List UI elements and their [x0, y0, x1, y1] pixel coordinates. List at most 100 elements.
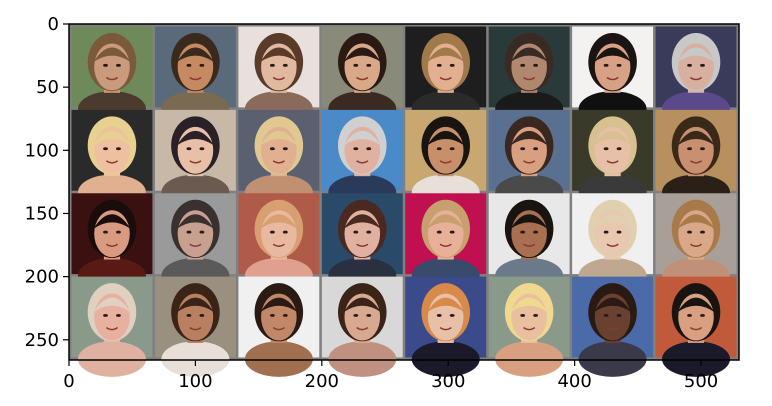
cell-mouth: [606, 326, 619, 331]
cell-fringe: [343, 130, 381, 146]
cell-mouth: [523, 160, 536, 164]
image-cell: [405, 26, 487, 127]
cell-eye-left: [186, 147, 192, 151]
cell-eye-right: [116, 313, 121, 317]
cell-fringe: [260, 214, 298, 229]
cell-eye-left: [186, 63, 192, 67]
cell-fringe: [343, 47, 381, 63]
y-tick-label: 150: [25, 203, 59, 224]
cell-fringe: [260, 130, 298, 146]
cell-eye-right: [616, 147, 622, 151]
cell-fringe: [510, 214, 548, 229]
cell-eye-left: [103, 63, 108, 67]
cell-eye-right: [116, 230, 121, 234]
cell-eye-left: [269, 63, 275, 67]
image-cell: [488, 26, 570, 127]
image-cell: [321, 276, 403, 377]
cell-fringe: [343, 214, 381, 229]
cell-mouth: [606, 76, 619, 81]
cell-mouth: [523, 76, 536, 81]
x-tick-label: 300: [431, 371, 465, 392]
cell-mouth: [189, 160, 202, 164]
cell-mouth: [189, 76, 202, 81]
cell-eye-right: [616, 230, 622, 234]
cell-mouth: [356, 76, 369, 81]
cell-eye-left: [520, 147, 526, 151]
cell-eye-right: [282, 230, 288, 234]
cell-mouth: [606, 243, 619, 247]
cell-eye-right: [449, 63, 455, 67]
cell-eye-right: [533, 230, 539, 234]
cell-mouth: [105, 326, 119, 331]
cell-eye-left: [687, 147, 692, 151]
x-tick-label: 200: [305, 371, 339, 392]
cell-eye-left: [436, 313, 442, 317]
cell-fringe: [427, 214, 465, 229]
cell-eye-right: [199, 230, 205, 234]
cell-fringe: [176, 47, 215, 63]
cell-mouth: [523, 326, 536, 331]
cell-eye-right: [282, 63, 288, 67]
cell-eye-left: [687, 63, 692, 67]
cell-mouth: [439, 326, 452, 331]
cell-fringe: [176, 297, 215, 313]
cell-shoulders: [411, 341, 480, 377]
cell-mouth: [105, 160, 119, 164]
cell-eye-left: [603, 230, 609, 234]
cell-eye-right: [700, 63, 705, 67]
image-cell: [154, 276, 236, 377]
cell-eye-left: [687, 230, 692, 234]
cell-mouth: [439, 76, 452, 81]
cell-shoulders: [78, 341, 146, 377]
image-cell: [154, 26, 236, 127]
cell-eye-right: [533, 313, 539, 317]
cell-fringe: [677, 47, 715, 63]
y-axis-ticks: 0 50 100 150 200 250: [25, 14, 69, 351]
cell-eye-left: [103, 313, 108, 317]
cell-eye-right: [199, 147, 205, 151]
cell-eye-left: [353, 313, 359, 317]
x-tick-label: 400: [557, 371, 591, 392]
cell-fringe: [510, 130, 548, 146]
image-cell: [321, 193, 403, 294]
cell-eye-left: [436, 63, 442, 67]
cell-mouth: [272, 243, 285, 247]
cell-fringe: [343, 297, 381, 313]
cell-mouth: [272, 76, 285, 81]
y-tick-label: 250: [25, 330, 59, 351]
cell-mouth: [689, 76, 703, 81]
cell-mouth: [689, 160, 703, 164]
image-cell: [238, 276, 320, 377]
cell-mouth: [189, 243, 202, 247]
cell-mouth: [356, 243, 369, 247]
cell-fringe: [93, 130, 131, 146]
cell-fringe: [427, 47, 465, 63]
image-cell: [154, 193, 236, 294]
cell-fringe: [176, 214, 215, 229]
image-cell: [71, 109, 153, 211]
cell-eye-right: [366, 147, 372, 151]
image-cell: [71, 26, 153, 127]
cell-eye-right: [282, 147, 288, 151]
cell-eye-right: [616, 313, 622, 317]
cell-fringe: [510, 47, 548, 63]
cell-fringe: [93, 47, 131, 63]
cell-mouth: [439, 243, 452, 247]
cell-mouth: [105, 76, 119, 81]
image-cell: [238, 109, 320, 211]
cell-mouth: [689, 326, 703, 331]
cell-eye-left: [353, 230, 359, 234]
cell-shoulders: [244, 341, 313, 377]
cell-fringe: [93, 214, 131, 229]
cell-fringe: [593, 47, 632, 63]
cell-shoulders: [328, 341, 397, 377]
cell-eye-right: [366, 313, 372, 317]
x-tick-label: 0: [63, 371, 74, 392]
cell-eye-left: [353, 147, 359, 151]
cell-eye-left: [603, 313, 609, 317]
cell-eye-left: [687, 313, 692, 317]
image-cell: [238, 26, 320, 127]
cell-eye-left: [520, 313, 526, 317]
cell-eye-left: [103, 147, 108, 151]
